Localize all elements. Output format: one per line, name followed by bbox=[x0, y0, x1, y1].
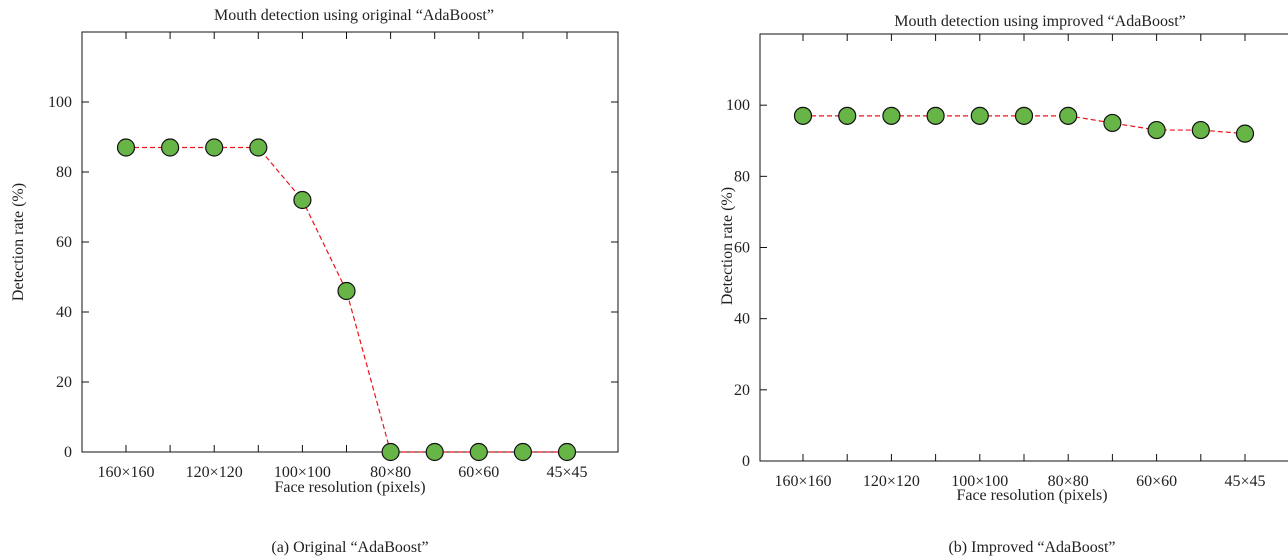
data-point bbox=[1191, 120, 1210, 140]
x-tick-label: 120×120 bbox=[186, 464, 243, 481]
data-point bbox=[1235, 124, 1255, 143]
chart-b-caption: (b) Improved “AdaBoost” bbox=[948, 539, 1115, 556]
x-tick-label: 120×120 bbox=[863, 473, 920, 490]
y-tick-label: 0 bbox=[64, 444, 72, 461]
chart-a-xlabel: Face resolution (pixels) bbox=[274, 479, 425, 496]
y-tick-label: 0 bbox=[742, 453, 750, 470]
data-point bbox=[838, 106, 857, 125]
chart-b-xlabel: Face resolution (pixels) bbox=[956, 487, 1107, 504]
chart-b-title: Mouth detection using improved “AdaBoost… bbox=[894, 13, 1186, 30]
data-point bbox=[293, 190, 312, 210]
x-tick-label: 100×100 bbox=[274, 464, 331, 481]
data-point bbox=[381, 442, 400, 462]
chart-b-plot-area bbox=[759, 33, 1288, 462]
data-point bbox=[970, 106, 989, 125]
chart-a-series-line bbox=[126, 146, 567, 453]
y-tick-label: 20 bbox=[734, 382, 750, 399]
data-point bbox=[882, 106, 901, 125]
y-tick-label: 60 bbox=[56, 234, 72, 251]
data-point bbox=[1147, 120, 1166, 140]
data-point bbox=[249, 138, 268, 157]
x-tick-label: 45×45 bbox=[546, 464, 587, 481]
data-point bbox=[513, 442, 533, 462]
data-point bbox=[425, 442, 444, 462]
x-tick-label: 60×60 bbox=[458, 464, 499, 481]
chart-a-ylabel: Detection rate (%) bbox=[10, 183, 27, 301]
y-tick-label: 60 bbox=[734, 240, 750, 257]
y-tick-label: 20 bbox=[56, 374, 72, 391]
chart-b-x-axis: 160×160 120×120 100×100 80×80 60×60 45×45 bbox=[774, 34, 1266, 490]
chart-a-plot-area bbox=[81, 31, 619, 453]
data-point bbox=[557, 442, 577, 462]
x-tick-label: 80×80 bbox=[370, 464, 411, 481]
x-tick-label: 45×45 bbox=[1224, 473, 1265, 490]
data-point bbox=[337, 281, 356, 301]
chart-b: Mouth detection using improved “AdaBoost… bbox=[719, 13, 1288, 556]
data-point bbox=[205, 138, 224, 157]
chart-a-title: Mouth detection using original “AdaBoost… bbox=[214, 7, 494, 24]
y-tick-label: 80 bbox=[734, 168, 750, 185]
data-point bbox=[793, 106, 813, 125]
x-tick-label: 100×100 bbox=[951, 473, 1008, 490]
chart-a-x-axis: 160×160 120×120 100×100 80×80 60×60 45×45 bbox=[97, 32, 588, 481]
x-tick-label: 80×80 bbox=[1048, 473, 1089, 490]
chart-a-caption: (a) Original “AdaBoost” bbox=[271, 539, 428, 556]
data-point bbox=[161, 138, 180, 157]
y-tick-label: 100 bbox=[726, 97, 750, 114]
chart-a-points bbox=[116, 138, 577, 462]
y-tick-label: 100 bbox=[48, 94, 72, 111]
data-point bbox=[1059, 106, 1078, 125]
chart-b-y-axis: 0 20 40 60 80 100 bbox=[726, 97, 767, 470]
chart-b-ylabel: Detection rate (%) bbox=[719, 187, 736, 305]
data-point bbox=[116, 138, 136, 157]
data-point bbox=[1103, 113, 1122, 133]
data-point bbox=[1014, 106, 1034, 125]
chart-b-points bbox=[793, 106, 1255, 143]
y-tick-label: 40 bbox=[56, 304, 72, 321]
y-tick-label: 40 bbox=[734, 311, 750, 328]
chart-a: Mouth detection using original “AdaBoost… bbox=[10, 7, 619, 556]
data-point bbox=[469, 442, 488, 462]
x-tick-label: 160×160 bbox=[97, 464, 154, 481]
chart-a-y-axis: 0 20 40 60 80 100 bbox=[48, 94, 618, 461]
data-point bbox=[926, 106, 945, 125]
x-tick-label: 60×60 bbox=[1136, 473, 1177, 490]
y-tick-label: 80 bbox=[56, 164, 72, 181]
x-tick-label: 160×160 bbox=[774, 473, 831, 490]
